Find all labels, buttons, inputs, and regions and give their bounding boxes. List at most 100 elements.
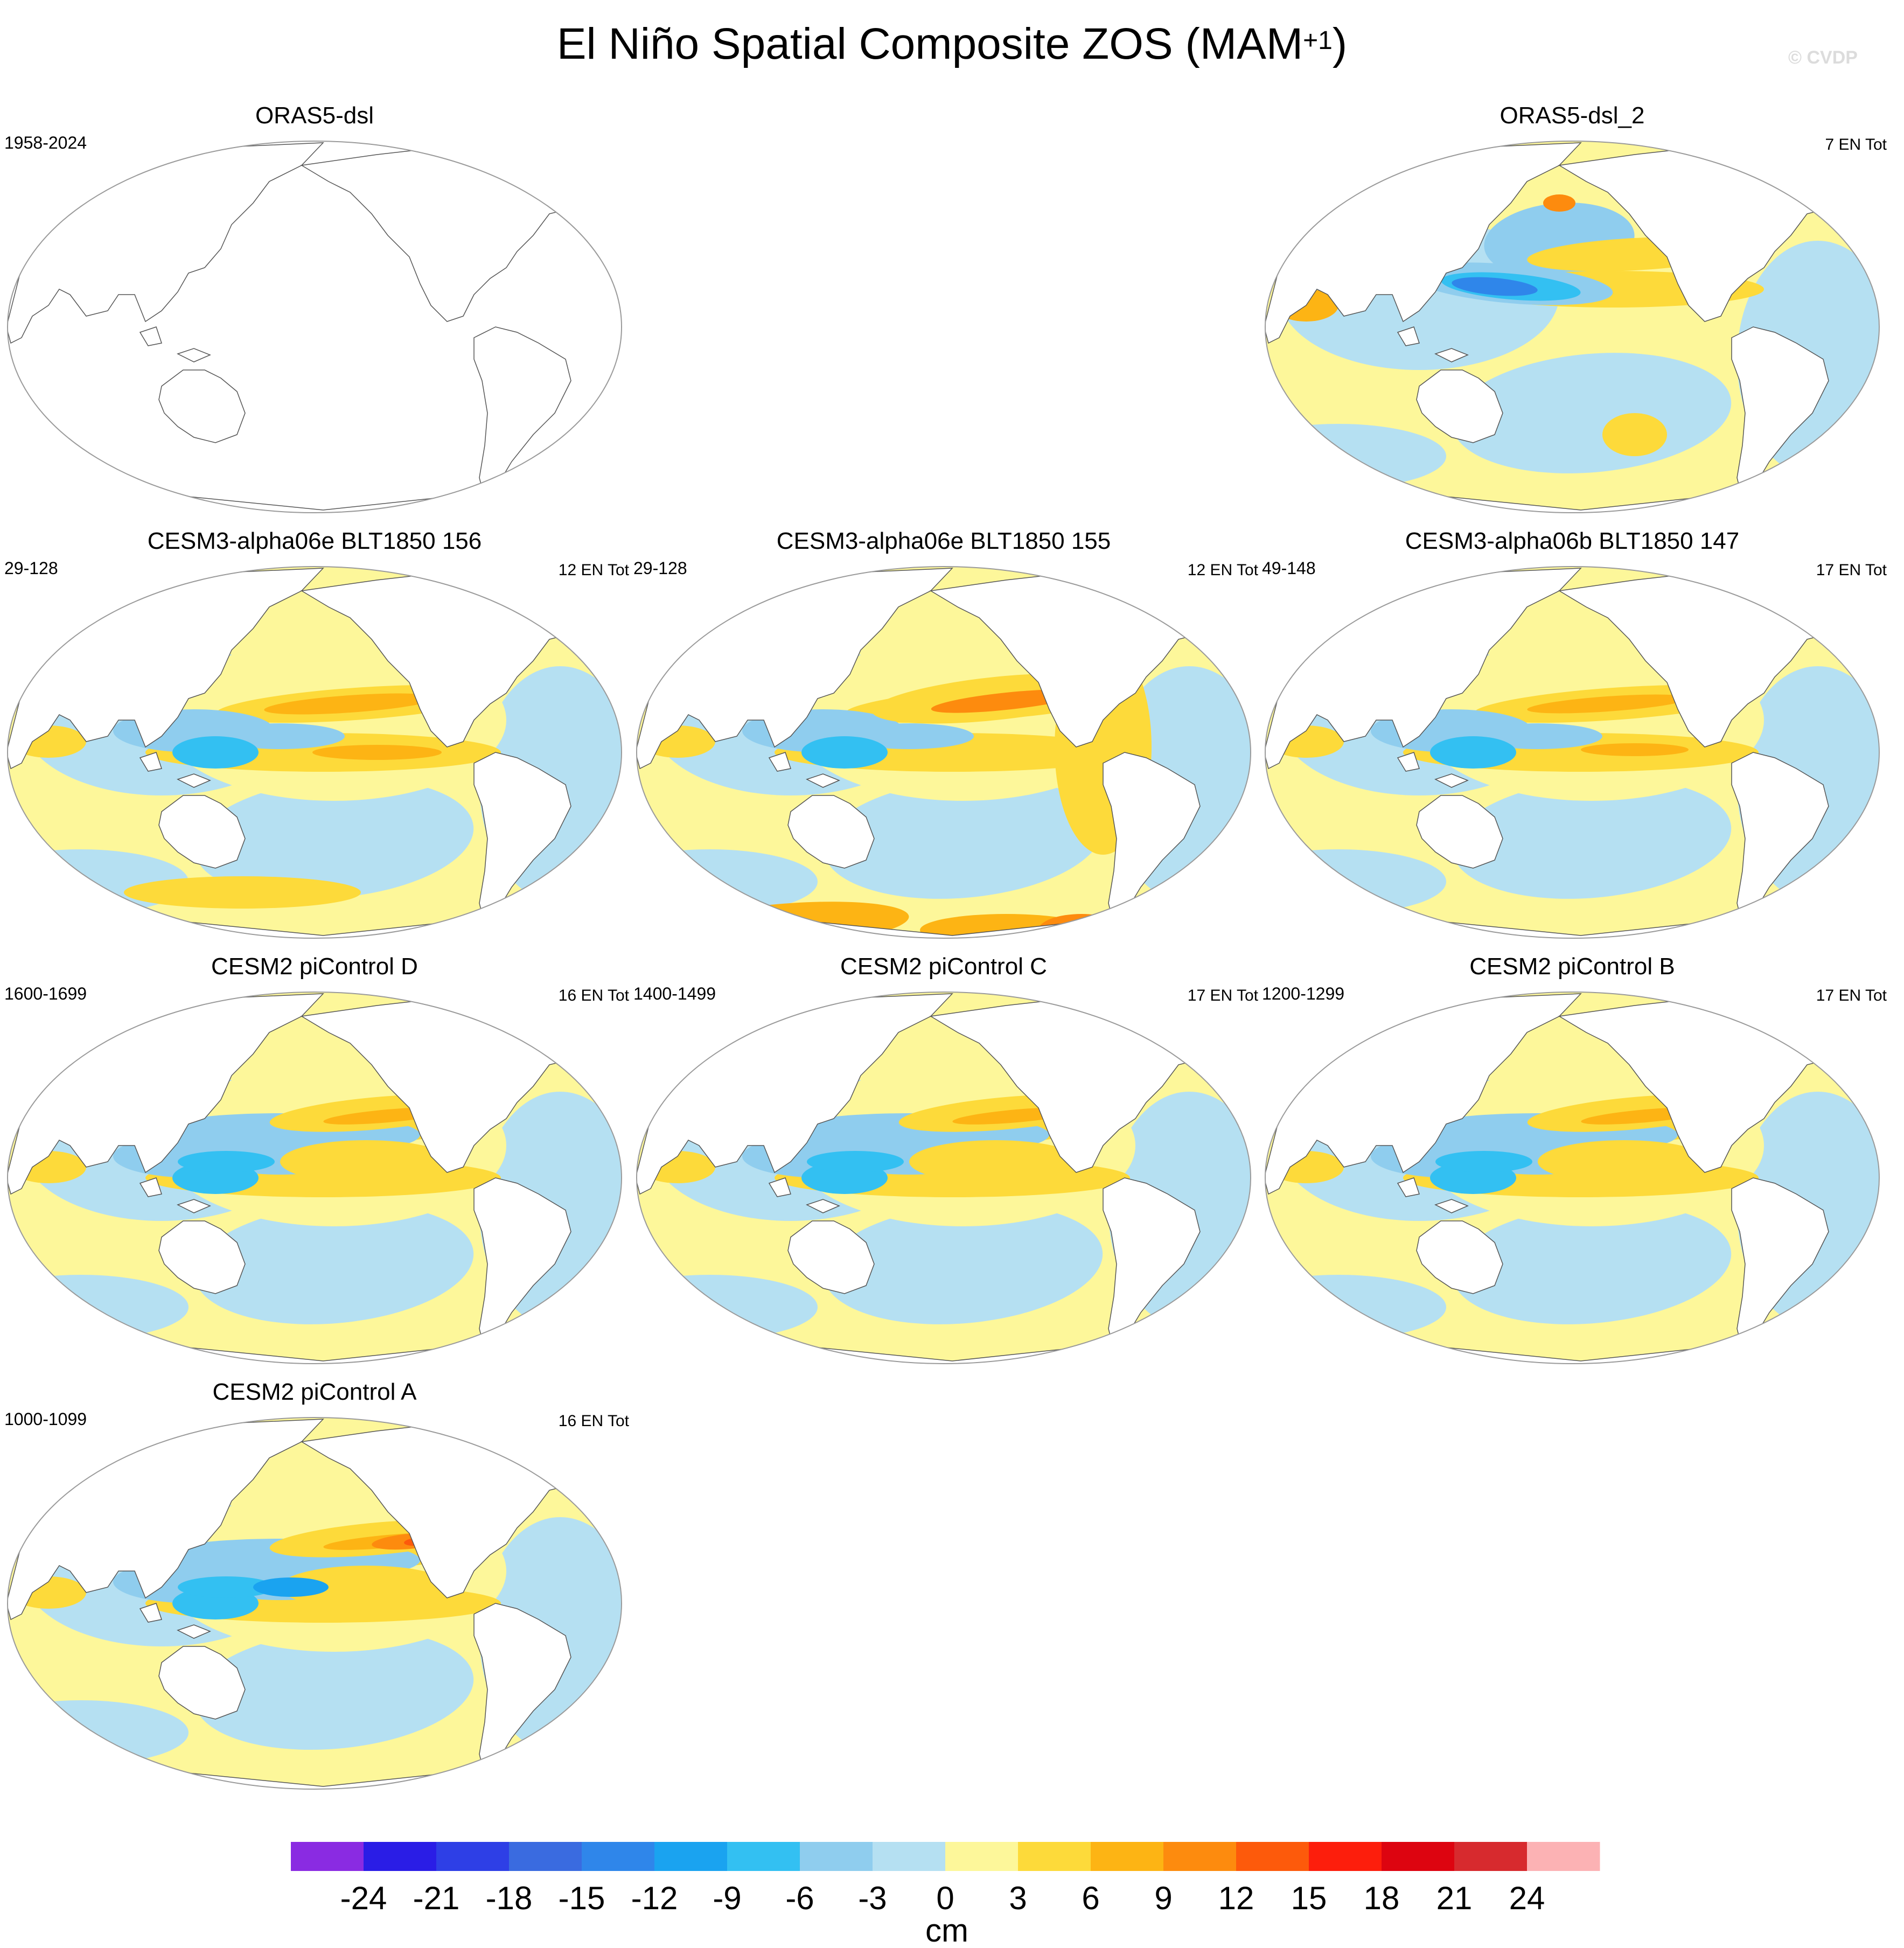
colorbar-swatch: [945, 1842, 1019, 1871]
colorbar-swatch: [291, 1842, 364, 1871]
panel-event-count: 16 EN Tot: [558, 1412, 629, 1430]
colorbar-swatch: [654, 1842, 728, 1871]
map-panel: CESM3-alpha06e BLT1850 155 29-128 12 EN To…: [629, 525, 1258, 951]
panel-period: 1400-1499: [633, 984, 716, 1003]
map-panel: CESM2 piControl B 1200-1299 17 EN Tot: [1258, 951, 1887, 1376]
colorbar-tick-label: 9: [1154, 1880, 1172, 1916]
panel-title: CESM2 piControl C: [840, 953, 1047, 980]
colorbar-tick-label: 12: [1218, 1880, 1254, 1916]
figure-title: El Niño Spatial Composite ZOS (MAM+1): [556, 19, 1348, 68]
colorbar-swatch: [1018, 1842, 1091, 1871]
ocean-field: [8, 142, 598, 513]
panel-period: 1958-2024: [4, 133, 87, 152]
coastlines: [8, 142, 598, 513]
panel-event-count: 12 EN Tot: [558, 561, 629, 579]
map-border: [636, 992, 1251, 1364]
map-panel: CESM2 piControl C 1400-1499 17 EN Tot: [629, 951, 1258, 1376]
ocean-field: [8, 567, 622, 938]
colorbar-tick-label: 24: [1509, 1880, 1545, 1916]
colorbar-tick-label: -21: [413, 1880, 460, 1916]
map-panel: CESM2 piControl D 1600-1699 16 EN Tot: [0, 951, 629, 1376]
ocean-field: [8, 992, 622, 1364]
ocean-field: [1265, 992, 1879, 1364]
panel-event-count: 12 EN Tot: [1187, 561, 1258, 579]
ocean-field: [1265, 567, 1879, 938]
colorbar-swatch: [1527, 1842, 1600, 1871]
ocean-field: [637, 567, 1251, 938]
map-border: [1265, 992, 1880, 1364]
map-border: [1265, 566, 1880, 939]
colorbar-tick-label: -18: [486, 1880, 533, 1916]
colorbar-tick-label: -6: [785, 1880, 814, 1916]
colorbar-tick-label: 3: [1009, 1880, 1027, 1916]
panel-title: CESM2 piControl A: [212, 1379, 417, 1405]
panel-event-count: 7 EN Tot: [1825, 136, 1887, 153]
colorbar-tick-label: 6: [1082, 1880, 1099, 1916]
colorbar-swatch: [1382, 1842, 1455, 1871]
colorbar-swatch: [436, 1842, 510, 1871]
panel-period: 29-128: [4, 558, 58, 578]
panel-event-count: 17 EN Tot: [1816, 987, 1887, 1004]
ocean-field: [8, 1418, 622, 1789]
robinson-map: [7, 1417, 622, 1790]
robinson-map: [636, 992, 1251, 1364]
colorbar-swatch: [364, 1842, 437, 1871]
coastlines: [1265, 993, 1856, 1364]
robinson-map: [1265, 566, 1880, 939]
colorbar-swatch: [1163, 1842, 1237, 1871]
map-border: [1265, 141, 1880, 513]
colorbar-swatch: [1454, 1842, 1528, 1871]
panel-title: ORAS5-dsl_2: [1500, 102, 1645, 129]
robinson-map: [7, 992, 622, 1364]
watermark: © CVDP: [1788, 47, 1858, 68]
colorbar-unit-label: cm: [925, 1912, 968, 1948]
robinson-map: [7, 566, 622, 939]
colorbar-swatch: [582, 1842, 655, 1871]
panel-event-count: 16 EN Tot: [558, 987, 629, 1004]
colorbar-tick-label: -12: [631, 1880, 678, 1916]
panel-title: CESM3-alpha06e BLT1850 156: [147, 528, 482, 554]
colorbar-tick-label: -9: [713, 1880, 741, 1916]
colorbar-tick-label: -24: [340, 1880, 387, 1916]
panel-title: CESM3-alpha06e BLT1850 155: [776, 528, 1111, 554]
robinson-map: [636, 566, 1251, 939]
colorbar-swatch: [727, 1842, 800, 1871]
colorbar-swatch: [1309, 1842, 1382, 1871]
map-border: [7, 566, 622, 939]
robinson-map: [7, 141, 622, 513]
panel-title: CESM2 piControl B: [1469, 953, 1675, 980]
colorbar-swatch: [509, 1842, 582, 1871]
ocean-field: [1265, 141, 1879, 513]
map-panel: CESM3-alpha06e BLT1850 156 29-128 12 EN To…: [0, 525, 629, 951]
map-panel: CESM2 piControl A 1000-1099 16 EN Tot: [0, 1376, 629, 1802]
colorbar-swatch: [1091, 1842, 1164, 1871]
map-border: [7, 1417, 622, 1790]
panel-period: 29-128: [633, 558, 687, 578]
map-border: [7, 141, 622, 513]
panel-period: 1600-1699: [4, 984, 87, 1003]
ocean-field: [637, 992, 1251, 1364]
map-border: [636, 566, 1251, 939]
panel-period: 1000-1099: [4, 1409, 87, 1429]
colorbar-tick-label: 18: [1364, 1880, 1400, 1916]
colorbar-tick-label: -3: [858, 1880, 887, 1916]
colorbar: -24 -21 -18 -15 -12 -9 -6 -3 0 3 6 9 12 15 18 21 24 cm: [291, 1842, 1600, 1948]
panel-title: ORAS5-dsl: [255, 102, 374, 129]
robinson-map: [1265, 141, 1880, 513]
panel-title: CESM2 piControl D: [211, 953, 418, 980]
map-panel: CESM3-alpha06b BLT1850 147 49-148 17 EN To…: [1258, 525, 1887, 951]
colorbar-swatch: [873, 1842, 946, 1871]
colorbar-tick-label: 21: [1436, 1880, 1473, 1916]
panel-event-count: 17 EN Tot: [1187, 987, 1258, 1004]
colorbar-tick-label: 0: [936, 1880, 954, 1916]
map-border: [7, 992, 622, 1364]
colorbar-tick-label: 15: [1291, 1880, 1327, 1916]
panel-period: 49-148: [1262, 558, 1316, 578]
colorbar-swatch: [1236, 1842, 1309, 1871]
panel-title: CESM3-alpha06b BLT1850 147: [1405, 528, 1740, 554]
map-panel: ORAS5-dsl 1958-2024: [0, 100, 629, 525]
map-panel: ORAS5-dsl_2 7 EN Tot: [1258, 100, 1887, 525]
robinson-map: [1265, 992, 1880, 1364]
panel-period: 1200-1299: [1262, 984, 1345, 1003]
colorbar-tick-label: -15: [559, 1880, 605, 1916]
